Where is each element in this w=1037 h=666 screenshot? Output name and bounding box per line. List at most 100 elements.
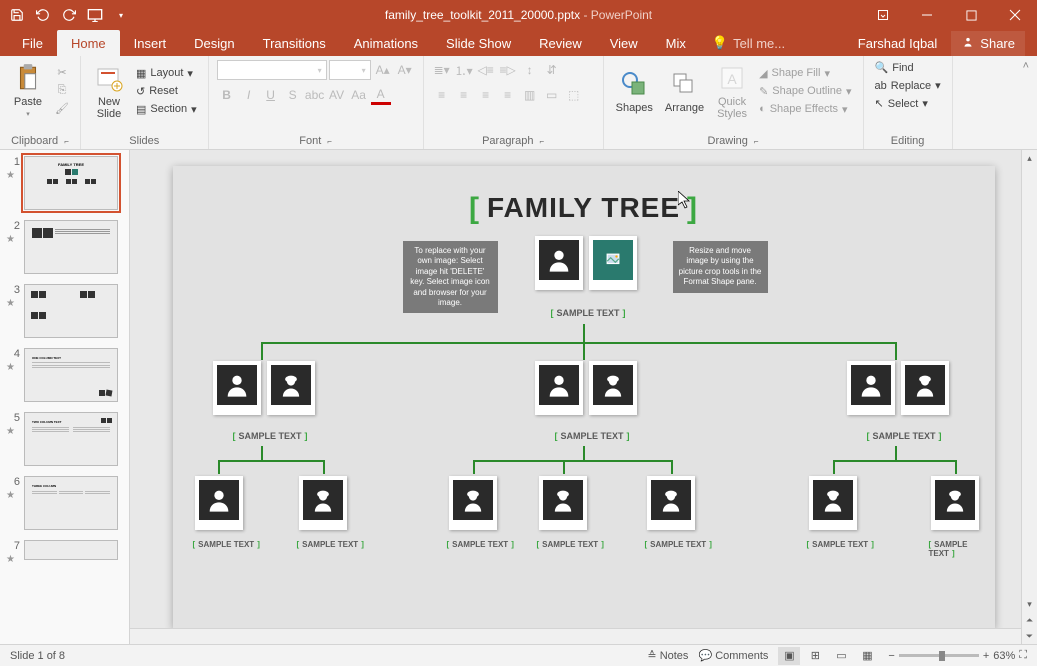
maximize-icon[interactable] <box>949 0 993 30</box>
child-3b[interactable] <box>299 476 347 530</box>
scroll-up-icon[interactable]: ▴ <box>1022 150 1037 166</box>
child-3a[interactable] <box>195 476 243 530</box>
label-3a[interactable]: SAMPLE TEXT <box>187 538 266 551</box>
couple-2a[interactable] <box>213 361 315 415</box>
tab-animations[interactable]: Animations <box>340 30 432 56</box>
ribbon-options-icon[interactable] <box>861 0 905 30</box>
dialog-launcher-icon[interactable]: ⌐ <box>754 137 759 146</box>
new-slide-button[interactable]: New Slide <box>89 60 129 122</box>
normal-view-icon[interactable]: ▣ <box>778 647 800 665</box>
thumb-6[interactable]: 6★THREE COLUMN <box>0 476 129 530</box>
callout-left[interactable]: To replace with your own image: Select i… <box>403 241 498 313</box>
slide-canvas[interactable]: [ FAMILY TREE ] To replace with your own… <box>130 150 1037 644</box>
section-button[interactable]: ▤ Section ▾ <box>133 102 200 117</box>
tab-insert[interactable]: Insert <box>120 30 181 56</box>
label-2b[interactable]: SAMPLE TEXT <box>549 429 636 443</box>
label-3g[interactable]: SAMPLE TEXT <box>923 538 995 560</box>
find-button[interactable]: 🔍 Find <box>872 60 917 75</box>
thumb-1[interactable]: 1★FAMILY TREE <box>0 156 129 210</box>
dialog-launcher-icon[interactable]: ⌐ <box>327 137 332 146</box>
shadow-icon[interactable]: abc <box>305 85 325 105</box>
next-slide-icon[interactable]: ⏷ <box>1022 628 1037 644</box>
fit-slide-icon[interactable]: ⛶ <box>1019 649 1027 662</box>
strikethrough-icon[interactable]: S <box>283 85 303 105</box>
thumb-5[interactable]: 5★TWO COLUMN TEXT <box>0 412 129 466</box>
minimize-icon[interactable] <box>905 0 949 30</box>
arrange-button[interactable]: Arrange <box>661 66 708 116</box>
child-3c[interactable] <box>449 476 497 530</box>
child-3e[interactable] <box>647 476 695 530</box>
couple-2c[interactable] <box>847 361 949 415</box>
numbering-icon[interactable]: ⒈▾ <box>454 60 474 80</box>
bold-icon[interactable]: B <box>217 85 237 105</box>
replace-button[interactable]: ab Replace ▾ <box>872 78 944 93</box>
cut-button[interactable]: ✂ <box>54 65 69 80</box>
tab-review[interactable]: Review <box>525 30 596 56</box>
prev-slide-icon[interactable]: ⏶ <box>1022 612 1037 628</box>
smartart-icon[interactable]: ⬚ <box>564 85 584 105</box>
indent-decrease-icon[interactable]: ◁≡ <box>476 60 496 80</box>
align-left-icon[interactable]: ≡ <box>432 85 452 105</box>
username-label[interactable]: Farshad Iqbal <box>858 36 938 51</box>
tab-file[interactable]: File <box>8 30 57 56</box>
shapes-button[interactable]: Shapes <box>612 66 657 116</box>
label-3d[interactable]: SAMPLE TEXT <box>531 538 610 551</box>
notes-button[interactable]: ≙ Notes <box>647 649 688 662</box>
bullets-icon[interactable]: ≣▾ <box>432 60 452 80</box>
root-couple[interactable] <box>535 236 637 290</box>
underline-icon[interactable]: U <box>261 85 281 105</box>
columns-icon[interactable]: ▥ <box>520 85 540 105</box>
reading-view-icon[interactable]: ▭ <box>830 647 852 665</box>
slideshow-view-icon[interactable]: ▦ <box>856 647 878 665</box>
font-color-icon[interactable]: A <box>371 85 391 105</box>
callout-right[interactable]: Resize and move image by using the pictu… <box>673 241 768 293</box>
quick-styles-button[interactable]: A Quick Styles <box>712 60 752 122</box>
share-button[interactable]: Share <box>951 31 1025 56</box>
label-3f[interactable]: SAMPLE TEXT <box>801 538 880 551</box>
thumb-7[interactable]: 7★ <box>0 540 129 565</box>
root-label[interactable]: SAMPLE TEXT <box>545 306 632 320</box>
grow-font-icon[interactable]: A▴ <box>373 60 393 80</box>
thumb-3[interactable]: 3★ <box>0 284 129 338</box>
tab-design[interactable]: Design <box>180 30 248 56</box>
line-spacing-icon[interactable]: ↕ <box>520 60 540 80</box>
reset-button[interactable]: ↺ Reset <box>133 84 181 99</box>
slide-indicator[interactable]: Slide 1 of 8 <box>10 650 65 662</box>
save-icon[interactable] <box>8 6 26 24</box>
child-3d[interactable] <box>539 476 587 530</box>
zoom-out-icon[interactable]: − <box>888 650 894 662</box>
select-button[interactable]: ↖ Select ▾ <box>872 96 931 111</box>
tab-view[interactable]: View <box>596 30 652 56</box>
scroll-down-icon[interactable]: ▾ <box>1022 596 1037 612</box>
justify-icon[interactable]: ≡ <box>498 85 518 105</box>
layout-button[interactable]: ▦ Layout ▾ <box>133 66 196 81</box>
shape-outline-button[interactable]: ✎ Shape Outline ▾ <box>756 84 854 99</box>
format-painter-button[interactable]: 🖌 <box>52 101 72 116</box>
couple-2b[interactable] <box>535 361 637 415</box>
close-icon[interactable] <box>993 0 1037 30</box>
child-3f[interactable] <box>809 476 857 530</box>
text-direction-icon[interactable]: ⇵ <box>542 60 562 80</box>
qat-dropdown-icon[interactable]: ▾ <box>112 6 130 24</box>
tab-home[interactable]: Home <box>57 30 120 56</box>
horizontal-scrollbar[interactable] <box>130 628 1021 644</box>
thumb-2[interactable]: 2★ <box>0 220 129 274</box>
paste-button[interactable]: Paste ▾ <box>8 60 48 120</box>
label-3b[interactable]: SAMPLE TEXT <box>291 538 370 551</box>
label-2a[interactable]: SAMPLE TEXT <box>227 429 314 443</box>
shrink-font-icon[interactable]: A▾ <box>395 60 415 80</box>
undo-icon[interactable] <box>34 6 52 24</box>
font-size-combo[interactable]: ▾ <box>329 60 371 80</box>
shape-fill-button[interactable]: ◢ Shape Fill ▾ <box>756 66 833 81</box>
slide-title[interactable]: [ FAMILY TREE ] <box>487 192 680 224</box>
thumb-4[interactable]: 4★ONE COLUMN TEXT <box>0 348 129 402</box>
tab-slideshow[interactable]: Slide Show <box>432 30 525 56</box>
child-3g[interactable] <box>931 476 979 530</box>
tab-transitions[interactable]: Transitions <box>249 30 340 56</box>
shape-effects-button[interactable]: ◐ Shape Effects ▾ <box>756 102 850 117</box>
zoom-in-icon[interactable]: + <box>983 650 989 662</box>
comments-button[interactable]: 💬 Comments <box>698 649 768 662</box>
align-right-icon[interactable]: ≡ <box>476 85 496 105</box>
slideshow-start-icon[interactable] <box>86 6 104 24</box>
italic-icon[interactable]: I <box>239 85 259 105</box>
